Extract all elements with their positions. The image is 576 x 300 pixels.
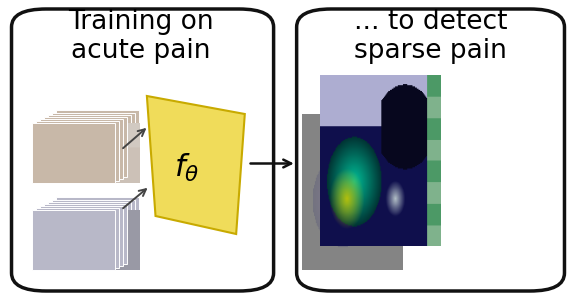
Text: Training on
acute pain: Training on acute pain [69,9,214,64]
Text: ... to detect
sparse pain: ... to detect sparse pain [354,9,507,64]
Text: $f_{\theta}$: $f_{\theta}$ [175,152,200,184]
Bar [40,119,123,179]
Bar [40,206,123,266]
Bar [48,115,131,175]
Bar [36,121,119,181]
Polygon shape [147,96,245,234]
Bar [52,112,135,172]
Bar [44,117,127,177]
FancyBboxPatch shape [297,9,564,291]
Bar [52,200,135,260]
Bar [36,208,119,268]
Bar [32,210,115,270]
Bar [44,204,127,264]
Bar [48,202,131,262]
FancyBboxPatch shape [12,9,274,291]
Bar [56,110,139,170]
Bar [32,123,115,183]
Bar [56,197,139,257]
